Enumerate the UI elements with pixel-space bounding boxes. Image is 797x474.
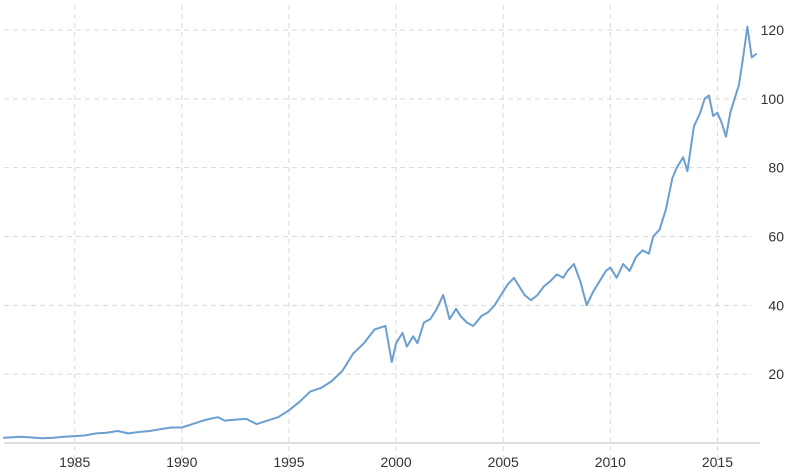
y-tick-label: 40 (768, 297, 784, 313)
series-line (3, 25, 757, 440)
vertical-gridlines (74, 5, 718, 473)
x-tick-label: 2015 (702, 454, 733, 470)
y-axis-tick-labels: 20 40 60 80 100 120 (761, 22, 785, 382)
horizontal-gridlines (4, 29, 752, 375)
x-tick-label: 2000 (380, 454, 411, 470)
y-tick-label: 80 (768, 160, 784, 176)
x-tick-label: 1985 (59, 454, 90, 470)
x-axis-tick-labels: 1985 1990 1995 2000 2005 2010 2015 (59, 454, 733, 470)
x-tick-label: 1995 (273, 454, 304, 470)
y-tick-label: 20 (768, 366, 784, 382)
x-tick-label: 2010 (595, 454, 626, 470)
x-tick-label: 1990 (166, 454, 197, 470)
y-tick-label: 120 (761, 22, 785, 38)
y-tick-label: 60 (768, 229, 784, 245)
y-tick-label: 100 (761, 91, 785, 107)
x-tick-label: 2005 (488, 454, 519, 470)
